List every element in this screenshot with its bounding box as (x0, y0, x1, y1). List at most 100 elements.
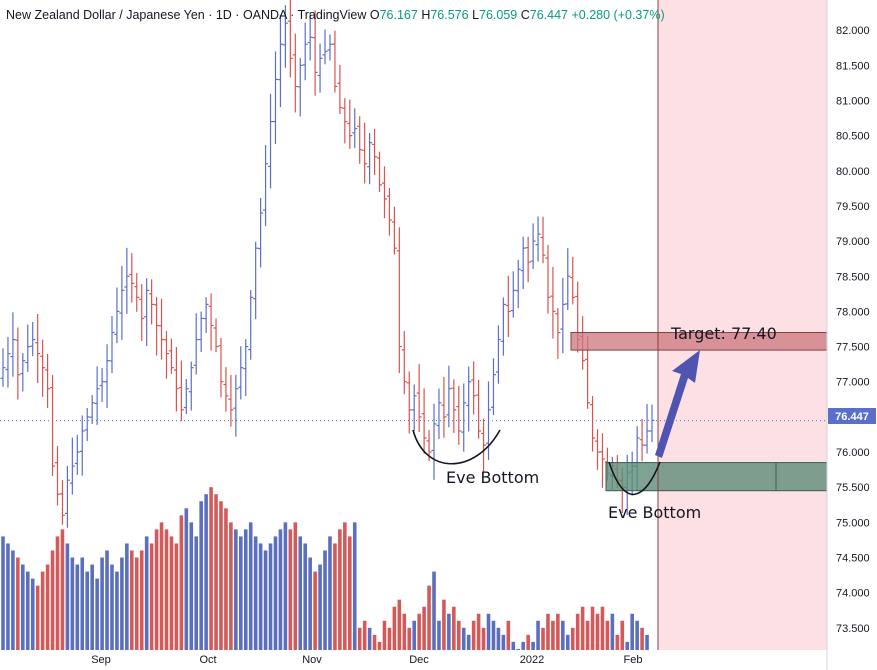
volume-bar (610, 613, 615, 650)
ohlc-bar (505, 275, 511, 338)
ohlc-bar (263, 145, 269, 227)
volume-bar (605, 620, 610, 650)
ohlc-bar (119, 265, 125, 340)
ohlc-bar (183, 378, 189, 415)
ohlc-bar (35, 313, 41, 384)
ohlc-bar (134, 273, 140, 312)
ohlc-bar (550, 266, 556, 339)
volume-bar (224, 508, 228, 650)
volume-bar (60, 529, 65, 650)
volume-bar (258, 543, 263, 650)
volume-bar (511, 641, 516, 650)
volume-bar (189, 522, 194, 650)
volume-bar (432, 571, 436, 650)
volume-bar (125, 543, 129, 650)
volume-bar (387, 627, 392, 650)
ohlc-bar (436, 388, 442, 440)
y-tick-label: 78.000 (836, 306, 870, 318)
volume-bar (278, 529, 283, 650)
ohlc-bar (84, 407, 90, 442)
ohlc-bar (481, 418, 487, 474)
chart-header: New Zealand Dollar / Japanese Yen · 1D ·… (6, 8, 665, 22)
volume-bar (85, 571, 90, 650)
ohlc-bar (25, 324, 31, 373)
open-label: O (369, 8, 380, 22)
ohlc-bar (555, 308, 561, 359)
ohlc-bar (545, 244, 551, 314)
volume-bar (536, 620, 540, 650)
ohlc-bar (159, 298, 165, 360)
volume-bar (134, 557, 139, 650)
ohlc-bar (396, 227, 402, 374)
volume-bar (575, 613, 580, 650)
volume-bar (561, 620, 565, 650)
ohlc-bar (203, 297, 209, 333)
volume-bar (343, 522, 347, 650)
ohlc-bar (292, 33, 298, 113)
volume-bar (397, 599, 402, 650)
ohlc-bar (401, 331, 407, 395)
last-price-tag: 76.447 (828, 408, 876, 424)
y-tick-label: 77.500 (836, 342, 870, 354)
ohlc-bar (149, 279, 155, 325)
volume-bar (417, 613, 421, 650)
volume-bar (422, 606, 426, 650)
ohlc-bars (0, 0, 655, 528)
volume-bar (293, 522, 298, 650)
volume-bar (115, 571, 119, 650)
volume-bar (338, 529, 342, 650)
volume-bar (50, 550, 55, 650)
ohlc-bar (337, 64, 343, 115)
volume-bar (427, 585, 431, 650)
volume-bar (268, 543, 273, 650)
ohlc-bar (0, 348, 6, 387)
ohlc-bar (312, 10, 318, 96)
volume-bar (635, 620, 639, 650)
volume-bar (209, 487, 213, 650)
volume-bar (75, 564, 80, 650)
volume-bar (546, 613, 550, 650)
ohlc-bar (322, 29, 328, 65)
volume-bar (392, 606, 397, 650)
close-label: C (520, 8, 530, 22)
ohlc-bar (258, 198, 264, 268)
ohlc-bar (188, 361, 194, 411)
volume-bar (80, 557, 85, 650)
volume-bar (130, 550, 134, 650)
ohlc-bar (307, 12, 313, 61)
ohlc-bar (248, 290, 254, 360)
volume-bar (16, 557, 20, 650)
volume-bar (95, 578, 99, 650)
volume-bar (491, 620, 496, 650)
volume-bar (382, 620, 387, 650)
volume-bar (313, 571, 317, 650)
volume-bar (139, 550, 144, 650)
y-tick-label: 82.500 (836, 0, 870, 2)
ohlc-bar (99, 368, 105, 402)
ohlc-bar (15, 327, 21, 400)
x-tick-label: Nov (302, 654, 322, 666)
volume-bar (630, 613, 634, 650)
volume-bar (90, 564, 94, 650)
ohlc-bar (644, 404, 650, 454)
volume-bar (199, 501, 203, 650)
ohlc-bar (327, 34, 333, 61)
volume-bar (45, 564, 50, 650)
target-arrow (655, 350, 700, 458)
volume-bar (164, 529, 169, 650)
ohlc-bar (391, 206, 397, 255)
ohlc-bar (639, 418, 645, 462)
volume-bar (541, 627, 545, 650)
y-tick-label: 79.000 (836, 236, 870, 248)
volume-bar (184, 508, 189, 650)
support-zone (605, 462, 828, 492)
volume-bar (283, 522, 288, 650)
open-value: 76.167 (379, 8, 418, 22)
volume-bar (21, 564, 25, 650)
volume-bar (496, 627, 501, 650)
volume-bar (149, 543, 154, 650)
ohlc-bar (332, 30, 338, 93)
volume-bar (273, 536, 278, 650)
ohlc-bar (297, 57, 303, 117)
